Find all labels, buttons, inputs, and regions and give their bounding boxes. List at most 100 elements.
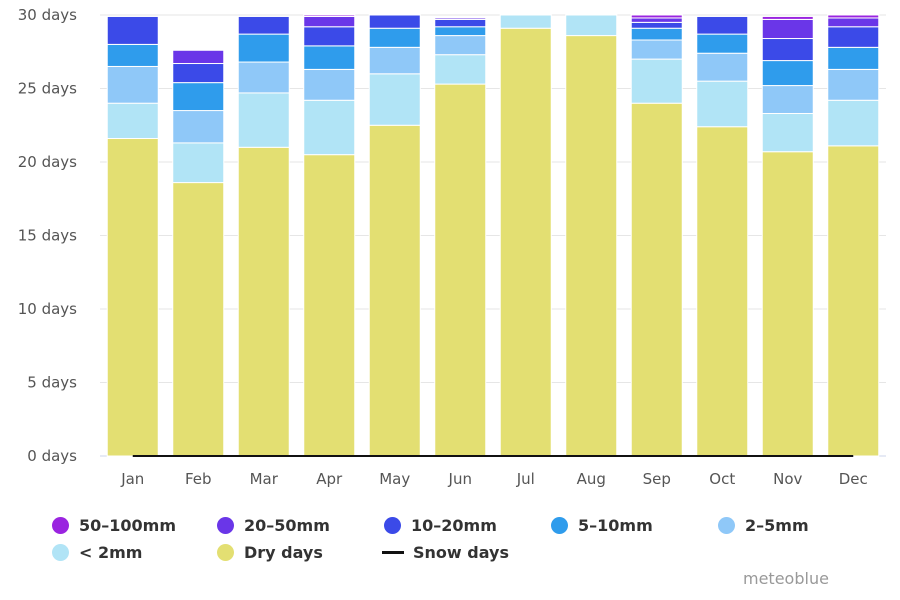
bar-segment-2-5mm xyxy=(172,110,225,144)
bar-segment-2-5mm xyxy=(434,35,487,56)
bar-segment-50-100mm xyxy=(303,14,356,17)
legend-circle-marker xyxy=(718,517,735,534)
bar-segment-2-5mm xyxy=(303,68,356,101)
bar-segment-10-20mm xyxy=(106,15,159,45)
bar-segment--2mm xyxy=(303,99,356,156)
bar-segment-dry-days xyxy=(499,27,552,457)
x-tick-label: Jun xyxy=(448,470,472,488)
y-axis-tick-labels: 0 days 5 days 10 days 15 days 20 days 25 days… xyxy=(18,6,77,465)
bar-segment-dry-days xyxy=(434,83,487,457)
legend-item[interactable]: Dry days xyxy=(217,543,323,562)
bar-segment-5-10mm xyxy=(761,60,814,87)
bar-segment-dry-days xyxy=(368,124,421,457)
bar-segment-10-20mm xyxy=(434,18,487,28)
y-tick-label: 5 days xyxy=(27,374,77,392)
y-tick-label: 20 days xyxy=(18,153,77,171)
legend-circle-marker xyxy=(217,544,234,561)
bar-segment-20-50mm xyxy=(630,17,683,23)
bar-segment-50-100mm xyxy=(827,14,880,19)
x-tick-label: Jul xyxy=(516,470,535,488)
bar-segment-5-10mm xyxy=(303,45,356,70)
x-tick-label: Apr xyxy=(316,470,343,488)
legend-item[interactable]: Snow days xyxy=(382,543,509,562)
bar-segment-dry-days xyxy=(303,154,356,457)
legend-circle-marker xyxy=(384,517,401,534)
bar-segment--2mm xyxy=(565,14,618,37)
bar-segment-5-10mm xyxy=(696,33,749,54)
x-tick-label: May xyxy=(379,470,410,488)
y-tick-label: 10 days xyxy=(18,300,77,318)
y-tick-label: 15 days xyxy=(18,227,77,245)
bar-segment-20-50mm xyxy=(303,15,356,28)
x-tick-label: Aug xyxy=(577,470,606,488)
bar-segment-5-10mm xyxy=(106,43,159,67)
bar-segment-20-50mm xyxy=(172,49,225,65)
bar-segment-5-10mm xyxy=(237,33,290,63)
bar-segment--2mm xyxy=(172,142,225,184)
legend-label: 50–100mm xyxy=(79,516,177,535)
legend-label: 2–5mm xyxy=(745,516,809,535)
bar-segment-10-20mm xyxy=(696,15,749,35)
bar-segment-10-20mm xyxy=(237,15,290,35)
bar-segment-2-5mm xyxy=(237,61,290,94)
bar-segment-2-5mm xyxy=(827,68,880,101)
bar-segment--2mm xyxy=(761,112,814,153)
bar-segment-2-5mm xyxy=(761,85,814,114)
bar-segment-dry-days xyxy=(172,182,225,457)
bar-segment-10-20mm xyxy=(630,21,683,29)
x-tick-label: Mar xyxy=(250,470,279,488)
bar-segment-10-20mm xyxy=(172,63,225,84)
bar-segment-20-50mm xyxy=(761,18,814,40)
legend-circle-marker xyxy=(52,544,69,561)
bar-segment-5-10mm xyxy=(172,82,225,112)
legend-label: 20–50mm xyxy=(244,516,330,535)
legend-label: < 2mm xyxy=(79,543,143,562)
bar-segment--2mm xyxy=(434,54,487,85)
bar-segment-dry-days xyxy=(106,137,159,457)
y-tick-label: 0 days xyxy=(27,447,77,465)
legend-item[interactable]: < 2mm xyxy=(52,543,142,562)
legend-item[interactable]: 20–50mm xyxy=(217,516,330,535)
legend-item[interactable]: 10–20mm xyxy=(384,516,497,535)
bar-segment-dry-days xyxy=(696,126,749,457)
bar-segment-2-5mm xyxy=(630,39,683,60)
bar-segment-50-100mm xyxy=(630,14,683,19)
legend-circle-marker xyxy=(52,517,69,534)
legend-item[interactable]: 50–100mm xyxy=(52,516,176,535)
bar-segment--2mm xyxy=(630,58,683,104)
bar-segment-2-5mm xyxy=(106,65,159,104)
bar-segment-5-10mm xyxy=(434,26,487,37)
bar-segment-20-50mm xyxy=(827,17,880,28)
bar-segment-10-20mm xyxy=(761,38,814,62)
bar-segment-2-5mm xyxy=(696,52,749,82)
legend-circle-marker xyxy=(551,517,568,534)
legend-circle-marker xyxy=(217,517,234,534)
bar-segment--2mm xyxy=(499,14,552,29)
x-tick-label: Nov xyxy=(773,470,802,488)
bar-segment--2mm xyxy=(106,102,159,139)
legend-label: Snow days xyxy=(413,543,509,562)
bar-segment--2mm xyxy=(827,99,880,147)
x-tick-label: Dec xyxy=(839,470,868,488)
x-tick-label: Oct xyxy=(709,470,735,488)
bar-segment-10-20mm xyxy=(827,26,880,48)
bar-segment-dry-days xyxy=(827,145,880,457)
legend-label: Dry days xyxy=(244,543,323,562)
bar-segment-10-20mm xyxy=(303,26,356,47)
x-tick-label: Sep xyxy=(643,470,671,488)
x-tick-label: Feb xyxy=(185,470,212,488)
bar-segment-dry-days xyxy=(565,35,618,457)
bar-segment-5-10mm xyxy=(827,46,880,70)
bar-segment-5-10mm xyxy=(630,27,683,41)
legend-label: 10–20mm xyxy=(411,516,497,535)
y-tick-label: 30 days xyxy=(18,6,77,24)
bar-segment-dry-days xyxy=(761,151,814,457)
legend-item[interactable]: 5–10mm xyxy=(551,516,653,535)
legend-line-marker xyxy=(382,551,404,554)
credit-text: meteoblue xyxy=(743,569,829,588)
x-tick-label: Jan xyxy=(120,470,144,488)
bar-segment-2-5mm xyxy=(368,46,421,75)
bar-segment--2mm xyxy=(237,92,290,148)
legend-item[interactable]: 2–5mm xyxy=(718,516,809,535)
